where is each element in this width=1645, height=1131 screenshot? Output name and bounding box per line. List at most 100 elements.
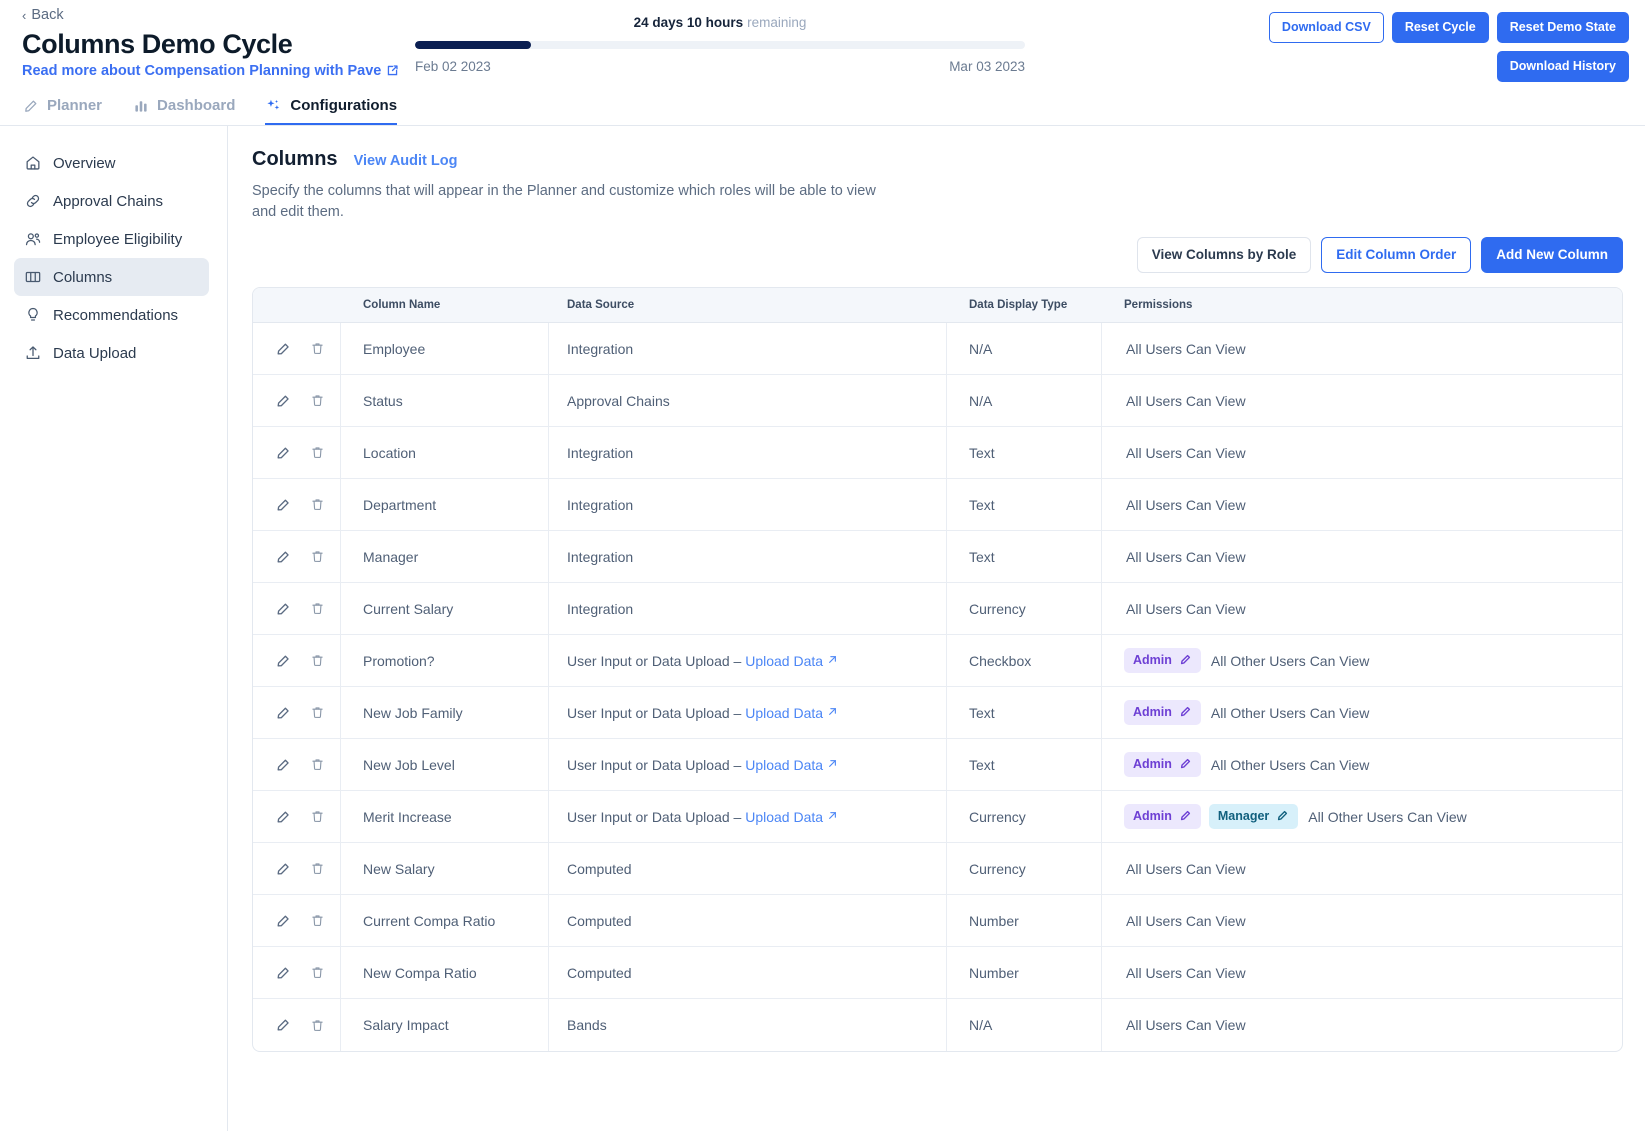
upload-arrow-icon: [826, 705, 839, 721]
row-delete-icon[interactable]: [309, 757, 325, 773]
cell-permissions: Admin All Other Users Can View: [1102, 687, 1622, 740]
compensation-planning-link[interactable]: Read more about Compensation Planning wi…: [22, 63, 399, 79]
main-tabs: Planner Dashboard Configurations: [0, 88, 1645, 126]
data-source-text: User Input or Data Upload –: [567, 808, 746, 825]
link-icon: [24, 192, 42, 210]
permission-badge-label: Admin: [1133, 809, 1172, 824]
cell-data-source: Integration: [549, 323, 947, 376]
permission-badge-manager[interactable]: Manager: [1208, 803, 1299, 830]
sidebar-item-approval-chains[interactable]: Approval Chains: [14, 182, 209, 220]
row-edit-icon[interactable]: [275, 913, 291, 929]
permission-badge-admin[interactable]: Admin: [1124, 699, 1201, 726]
row-delete-icon[interactable]: [309, 965, 325, 981]
upload-data-link[interactable]: Upload Data: [745, 705, 839, 721]
row-delete-icon[interactable]: [309, 549, 325, 565]
header-data-display-type: Data Display Type: [947, 288, 1102, 324]
row-delete-icon[interactable]: [309, 653, 325, 669]
compensation-planning-label: Read more about Compensation Planning wi…: [22, 62, 382, 79]
cell-data-source: User Input or Data Upload – Upload Data: [549, 635, 947, 688]
tab-configurations[interactable]: Configurations: [265, 97, 398, 125]
row-delete-icon[interactable]: [309, 1017, 325, 1033]
tab-planner[interactable]: Planner: [22, 97, 102, 125]
back-button[interactable]: ‹ Back: [22, 8, 442, 23]
cell-data-display-type: Number: [947, 947, 1102, 1000]
row-edit-icon[interactable]: [275, 341, 291, 357]
badge-edit-pencil-icon: [1179, 809, 1192, 825]
tab-dashboard[interactable]: Dashboard: [132, 97, 235, 125]
row-edit-icon[interactable]: [275, 549, 291, 565]
section-header: Columns View Audit Log: [252, 148, 1623, 171]
cell-column-name: New Job Family: [341, 687, 549, 740]
permission-badge-admin[interactable]: Admin: [1124, 647, 1201, 674]
sidebar-item-employee-eligibility[interactable]: Employee Eligibility: [14, 220, 209, 258]
cell-permissions: All Users Can View: [1102, 375, 1622, 428]
badge-edit-pencil-icon: [1276, 809, 1289, 825]
row-delete-icon[interactable]: [309, 497, 325, 513]
row-delete-icon[interactable]: [309, 913, 325, 929]
row-edit-icon[interactable]: [275, 497, 291, 513]
reset-demo-state-button[interactable]: Reset Demo State: [1496, 12, 1629, 43]
row-actions-cell: [253, 947, 341, 1000]
sidebar: Overview Approval Chains Employee Eligibil…: [0, 126, 228, 1131]
sidebar-item-data-upload[interactable]: Data Upload: [14, 334, 209, 372]
row-edit-icon[interactable]: [275, 861, 291, 877]
cell-data-source: User Input or Data Upload – Upload Data: [549, 739, 947, 792]
sidebar-item-label: Columns: [53, 268, 113, 286]
row-edit-icon[interactable]: [275, 809, 291, 825]
upload-arrow-icon: [826, 653, 839, 669]
add-new-column-button[interactable]: Add New Column: [1481, 237, 1623, 274]
row-delete-icon[interactable]: [309, 445, 325, 461]
row-delete-icon[interactable]: [309, 861, 325, 877]
row-actions-cell: [253, 531, 341, 584]
view-audit-log-link[interactable]: View Audit Log: [353, 153, 458, 169]
permission-text: All Users Can View: [1126, 964, 1246, 981]
permission-badge-admin[interactable]: Admin: [1124, 803, 1201, 830]
upload-data-link[interactable]: Upload Data: [745, 653, 839, 669]
cell-permissions: Admin Manager All Other Users Can View: [1102, 791, 1622, 844]
pencil-icon: [22, 97, 39, 114]
row-edit-icon[interactable]: [275, 965, 291, 981]
sidebar-item-overview[interactable]: Overview: [14, 144, 209, 182]
row-edit-icon[interactable]: [275, 653, 291, 669]
row-delete-icon[interactable]: [309, 341, 325, 357]
upload-data-link[interactable]: Upload Data: [745, 757, 839, 773]
cell-data-display-type: Number: [947, 895, 1102, 948]
cell-data-source: Integration: [549, 583, 947, 636]
cell-data-display-type: Text: [947, 687, 1102, 740]
badge-edit-pencil-icon: [1179, 653, 1192, 669]
upload-arrow-icon: [826, 757, 839, 773]
row-delete-icon[interactable]: [309, 601, 325, 617]
cell-data-source: Computed: [549, 895, 947, 948]
download-csv-button[interactable]: Download CSV: [1268, 12, 1384, 43]
row-delete-icon[interactable]: [309, 393, 325, 409]
edit-column-order-button[interactable]: Edit Column Order: [1321, 237, 1472, 274]
row-edit-icon[interactable]: [275, 393, 291, 409]
upload-data-link[interactable]: Upload Data: [745, 809, 839, 825]
cell-permissions: All Users Can View: [1102, 843, 1622, 896]
permission-text: All Users Can View: [1126, 444, 1246, 461]
row-edit-icon[interactable]: [275, 601, 291, 617]
sidebar-item-recommendations[interactable]: Recommendations: [14, 296, 209, 334]
row-edit-icon[interactable]: [275, 445, 291, 461]
sidebar-item-columns[interactable]: Columns: [14, 258, 209, 296]
permission-badge-label: Admin: [1133, 653, 1172, 668]
row-edit-icon[interactable]: [275, 705, 291, 721]
reset-cycle-button[interactable]: Reset Cycle: [1391, 12, 1489, 43]
row-edit-icon[interactable]: [275, 1017, 291, 1033]
cell-data-source: Integration: [549, 531, 947, 584]
download-history-button[interactable]: Download History: [1496, 51, 1629, 82]
remaining-label: 24 days 10 hours remaining: [415, 16, 1025, 30]
permission-badge-label: Admin: [1133, 757, 1172, 772]
cell-data-display-type: Text: [947, 427, 1102, 480]
row-actions-cell: [253, 687, 341, 740]
cell-data-source: Integration: [549, 427, 947, 480]
cell-data-display-type: N/A: [947, 999, 1102, 1052]
row-delete-icon[interactable]: [309, 809, 325, 825]
cell-data-display-type: Text: [947, 739, 1102, 792]
view-columns-by-role-button[interactable]: View Columns by Role: [1136, 237, 1312, 274]
row-edit-icon[interactable]: [275, 757, 291, 773]
permission-text: All Users Can View: [1126, 548, 1246, 565]
cell-column-name: Promotion?: [341, 635, 549, 688]
permission-badge-admin[interactable]: Admin: [1124, 751, 1201, 778]
row-delete-icon[interactable]: [309, 705, 325, 721]
